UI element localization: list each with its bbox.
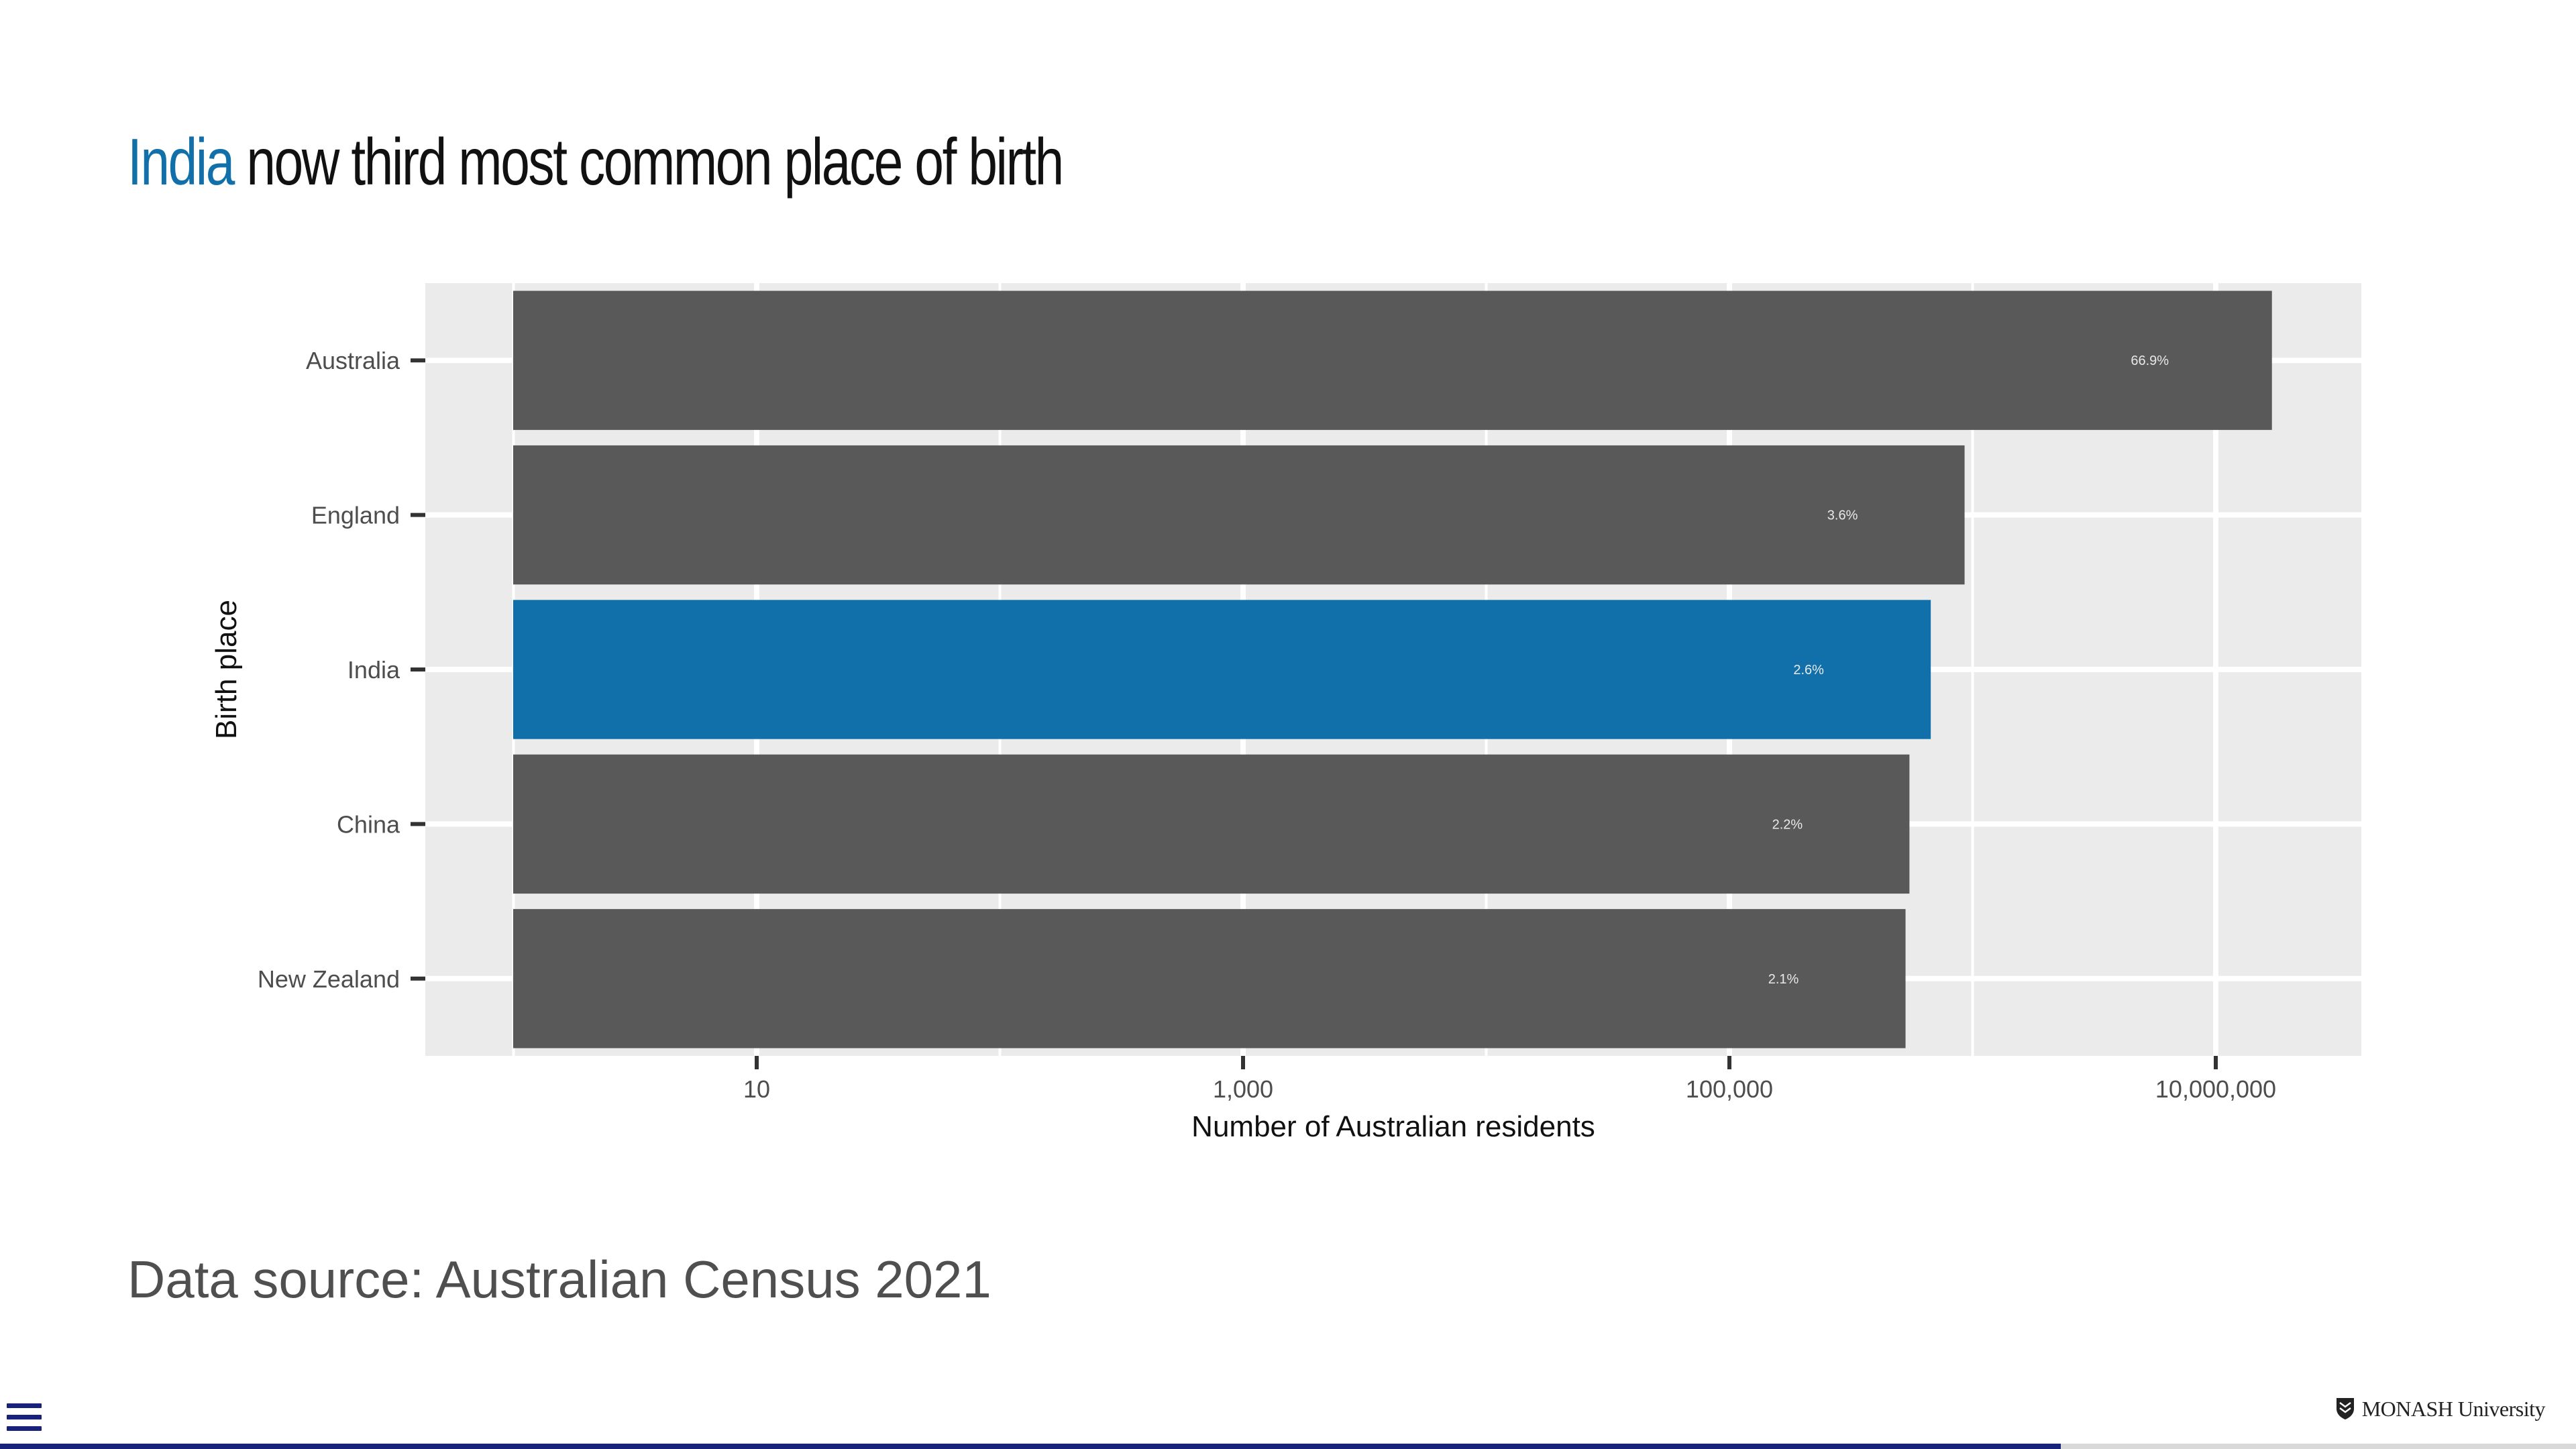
- slide-progress-track: [0, 1444, 2576, 1449]
- x-tick-label: 100,000: [1686, 1075, 1773, 1103]
- y-axis-title: Birth place: [210, 600, 243, 739]
- bar-china: [513, 754, 1910, 894]
- y-tick-label: England: [311, 502, 400, 529]
- shield-icon: [2336, 1398, 2354, 1419]
- logo-text: MONASH University: [2361, 1396, 2546, 1421]
- bar-data-label: 3.6%: [1827, 508, 1858, 523]
- slide-progress-fill: [0, 1444, 2061, 1449]
- x-axis-title: Number of Australian residents: [1191, 1110, 1595, 1143]
- bar-england: [513, 445, 1965, 585]
- bar-new-zealand: [513, 909, 1906, 1049]
- title-text: now third most common place of birth: [233, 125, 1064, 199]
- birthplace-bar-chart: 66.9% Australia 3.6% England 2.6% India 2.2% Ch…: [210, 283, 2361, 1143]
- y-tick-label: New Zealand: [258, 965, 400, 993]
- x-tick-label: 1,000: [1213, 1075, 1273, 1103]
- bar-australia: [513, 290, 2272, 430]
- y-tick-label: India: [347, 656, 400, 684]
- bar-data-label: 2.2%: [1772, 817, 1803, 832]
- y-tick-label: China: [337, 810, 400, 838]
- x-tick-label: 10: [743, 1075, 770, 1103]
- bar-data-label: 2.1%: [1768, 972, 1799, 987]
- bar-india: [513, 600, 1931, 739]
- y-tick-label: Australia: [306, 347, 400, 374]
- x-tick-label: 10,000,000: [2155, 1075, 2276, 1103]
- title-highlight: India: [127, 125, 235, 199]
- slide-title: India now third most common place of bir…: [127, 125, 1064, 199]
- menu-icon[interactable]: [7, 1403, 42, 1436]
- bar-data-label: 66.9%: [2131, 354, 2169, 368]
- bar-data-label: 2.6%: [1793, 663, 1824, 678]
- monash-logo: MONASH University: [2335, 1394, 2546, 1424]
- data-source-note: Data source: Australian Census 2021: [127, 1250, 991, 1309]
